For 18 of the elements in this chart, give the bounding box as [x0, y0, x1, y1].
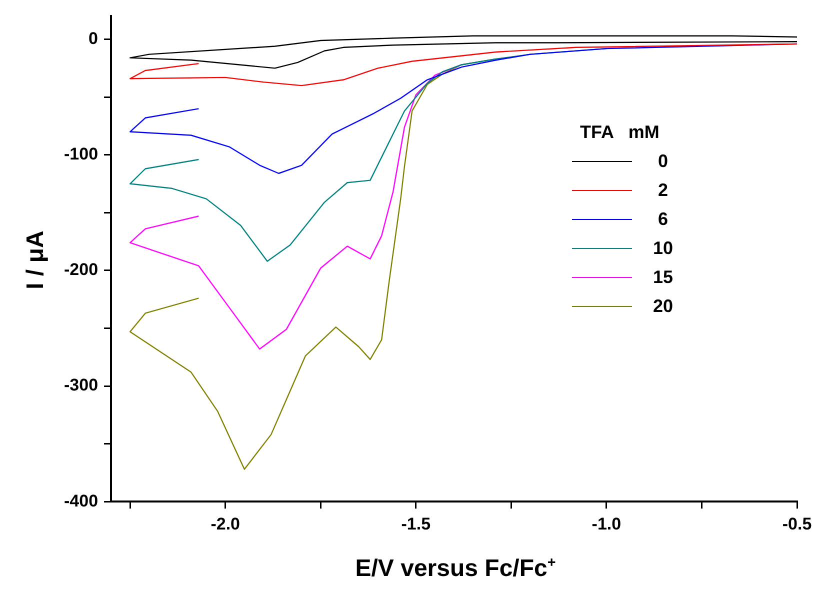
x-axis-title: E/V versus Fc/Fc$^{+}$: [354, 555, 557, 583]
y-tick-label: -300: [64, 376, 98, 395]
x-tick-label: -1.5: [401, 514, 431, 534]
legend-label: 20: [652, 296, 674, 317]
legend-label: 6: [656, 209, 669, 230]
legend-label: 2: [656, 180, 669, 201]
legend-label: 15: [652, 267, 674, 288]
y-axis-title: I / μA: [22, 230, 50, 290]
x-tick-label: -0.5: [782, 514, 812, 534]
y-tick-label: -200: [64, 260, 98, 280]
x-tick-label: -1.0: [592, 514, 622, 534]
legend-title: TFA mM: [580, 122, 660, 143]
y-tick-label: -400: [64, 491, 98, 510]
y-tick-label: 0: [88, 29, 98, 48]
legend-label: 0: [656, 151, 669, 172]
y-tick-label: -100: [64, 144, 98, 164]
legend-label: 10: [652, 238, 674, 259]
x-tick-label: -2.0: [210, 514, 240, 534]
